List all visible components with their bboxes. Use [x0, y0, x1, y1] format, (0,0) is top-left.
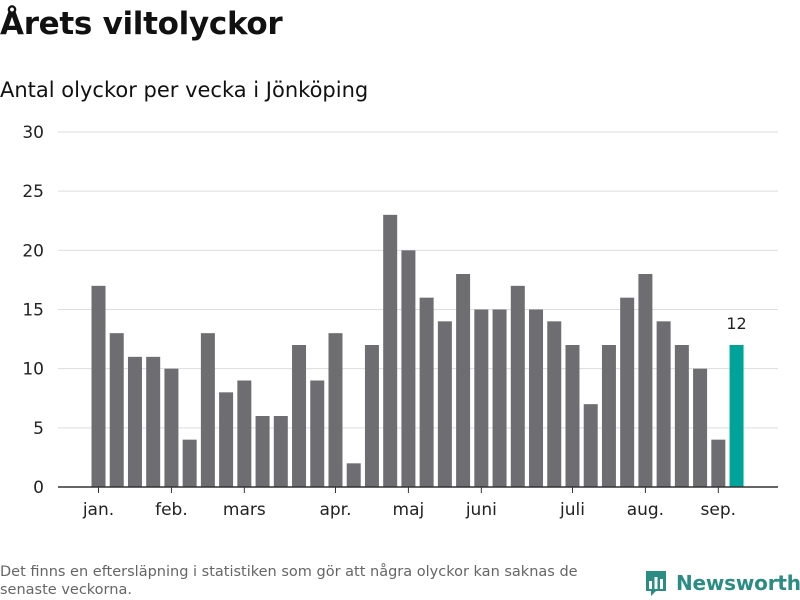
bar: [601, 345, 616, 487]
bar: [127, 356, 142, 487]
y-tick-label: 5: [33, 419, 44, 439]
bar: [474, 309, 489, 487]
bar: [674, 345, 689, 487]
y-tick-label: 25: [22, 182, 44, 202]
bar-chart-logo-icon: [646, 571, 666, 596]
y-axis-ticks: 0 5 10 15 20 25 30: [22, 123, 44, 498]
y-tick-label: 10: [22, 360, 44, 380]
x-tick-label: juli: [559, 500, 585, 520]
bar: [182, 439, 197, 487]
bar: [656, 321, 671, 487]
bar: [492, 309, 507, 487]
y-tick-label: 0: [33, 478, 44, 498]
x-tick-label: juni: [465, 500, 497, 520]
newsworthy-logo: Newsworthy: [644, 568, 800, 598]
bar: [565, 345, 580, 487]
bar: [164, 368, 179, 487]
footnote: Det finns en eftersläpning i statistiken…: [0, 564, 578, 598]
data-label: 12: [726, 314, 746, 333]
bar: [346, 463, 361, 487]
x-tick-label: aug.: [627, 500, 664, 520]
x-tick-label: mars: [223, 500, 266, 520]
bar: [711, 439, 726, 487]
bar: [91, 285, 106, 487]
bar: [547, 321, 562, 487]
bar: [146, 356, 161, 487]
y-tick-label: 15: [22, 301, 44, 321]
x-tick-label: apr.: [319, 500, 351, 520]
bar: [510, 285, 525, 487]
bar: [310, 380, 325, 487]
bar: [237, 380, 252, 487]
y-tick-label: 20: [22, 241, 44, 261]
bar: [437, 321, 452, 487]
bar: [109, 333, 124, 487]
bar: [364, 345, 379, 487]
chart-title: Årets viltolyckor: [0, 6, 283, 42]
bar: [255, 416, 270, 487]
bar: [401, 250, 416, 487]
bar: [219, 392, 234, 487]
y-tick-label: 30: [22, 123, 44, 143]
bars: [91, 214, 744, 488]
bar: [273, 416, 288, 487]
bar: [693, 368, 708, 487]
bar: [200, 333, 215, 487]
bar: [529, 309, 544, 487]
x-tick-label: feb.: [155, 500, 188, 520]
data-labels: 12: [726, 314, 746, 333]
bar: [583, 404, 598, 487]
chart-subtitle: Antal olyckor per vecka i Jönköping: [0, 78, 369, 102]
bar: [419, 297, 434, 487]
x-tick-label: jan.: [82, 500, 114, 520]
bar: [456, 274, 471, 487]
bar: [292, 345, 307, 487]
bar: [620, 297, 635, 487]
x-tick-label: maj: [393, 500, 425, 520]
x-tick-label: sep.: [701, 500, 737, 520]
bar: [328, 333, 343, 487]
brand-name: Newsworthy: [676, 571, 800, 595]
x-axis-ticks: jan. feb. mars apr. maj juni juli aug. sep.: [82, 487, 736, 520]
bar: [638, 274, 653, 487]
bar: [383, 214, 398, 488]
bar-highlight: [729, 345, 744, 487]
